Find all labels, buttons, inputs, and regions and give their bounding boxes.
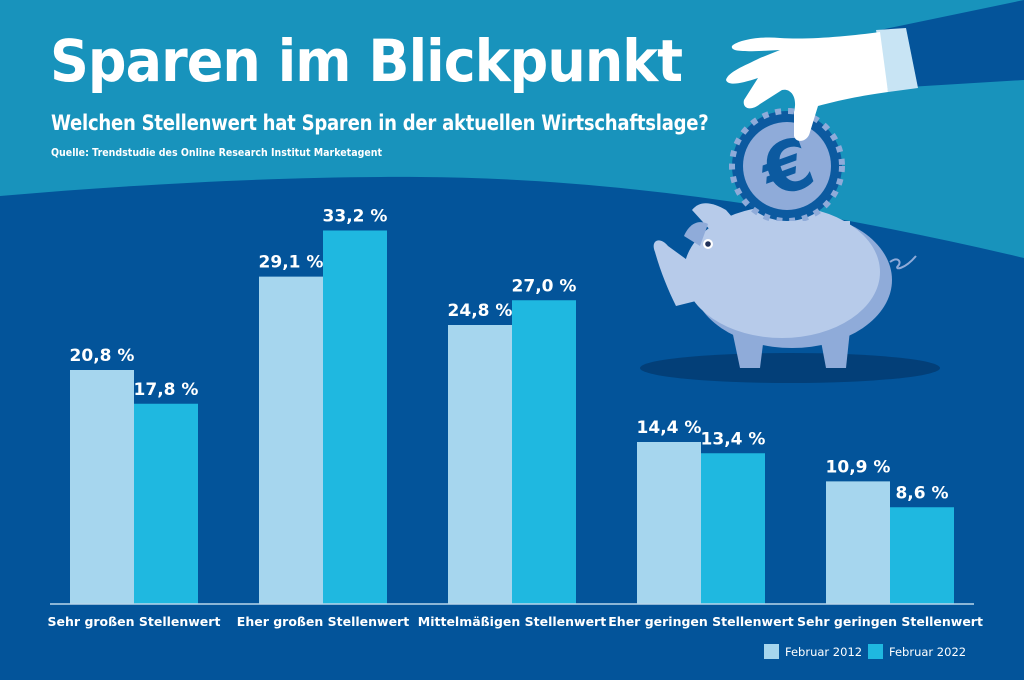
data-label: 24,8 %	[448, 301, 513, 321]
subtitle: Welchen Stellenwert hat Sparen in der ak…	[51, 111, 709, 135]
bar-2012	[826, 481, 890, 604]
bars: 20,8 % 17,8 % 29,1 % 33,2 % 24,8 % 27,0 % 14,4…	[70, 207, 954, 604]
data-label: 29,1 %	[259, 253, 324, 273]
bar-2022	[323, 230, 387, 604]
data-label: 13,4 %	[701, 429, 766, 449]
bar-2022	[512, 300, 576, 604]
data-label: 17,8 %	[134, 380, 199, 400]
bar-2012	[70, 370, 134, 604]
category-label: Eher großen Stellenwert	[237, 614, 409, 629]
piggy-shadow	[640, 353, 940, 383]
cuff	[876, 28, 918, 92]
data-label: 27,0 %	[512, 276, 577, 296]
source-note: Quelle: Trendstudie des Online Research …	[51, 146, 383, 159]
bar-2012	[448, 325, 512, 604]
bar-2022	[701, 453, 765, 604]
legend: Februar 2012 Februar 2022	[764, 644, 966, 659]
category-label: Mittelmäßigen Stellenwert	[418, 614, 606, 629]
data-label: 20,8 %	[70, 346, 135, 366]
legend-label: Februar 2012	[785, 645, 862, 659]
piggy-bank-icon	[653, 203, 917, 368]
category-label: Sehr großen Stellenwert	[48, 614, 221, 629]
legend-label: Februar 2022	[889, 645, 966, 659]
category-labels: Sehr großen Stellenwert Eher großen Stell…	[48, 614, 983, 629]
bar-2012	[259, 276, 323, 604]
category-label: Sehr geringen Stellenwert	[797, 614, 983, 629]
data-label: 14,4 %	[637, 418, 702, 438]
data-label: 10,9 %	[826, 457, 891, 477]
bar-2012	[637, 442, 701, 604]
category-label: Eher geringen Stellenwert	[608, 614, 793, 629]
data-label: 8,6 %	[895, 483, 948, 503]
bar-2022	[890, 507, 954, 604]
bar-2022	[134, 403, 198, 604]
sleeve	[880, 0, 1024, 88]
hand-icon	[726, 0, 1024, 141]
euro-coin-icon: €	[720, 108, 850, 225]
data-label: 33,2 %	[323, 207, 388, 227]
page-title: Sparen im Blickpunkt	[50, 27, 683, 95]
legend-swatch	[868, 644, 883, 659]
legend-swatch	[764, 644, 779, 659]
